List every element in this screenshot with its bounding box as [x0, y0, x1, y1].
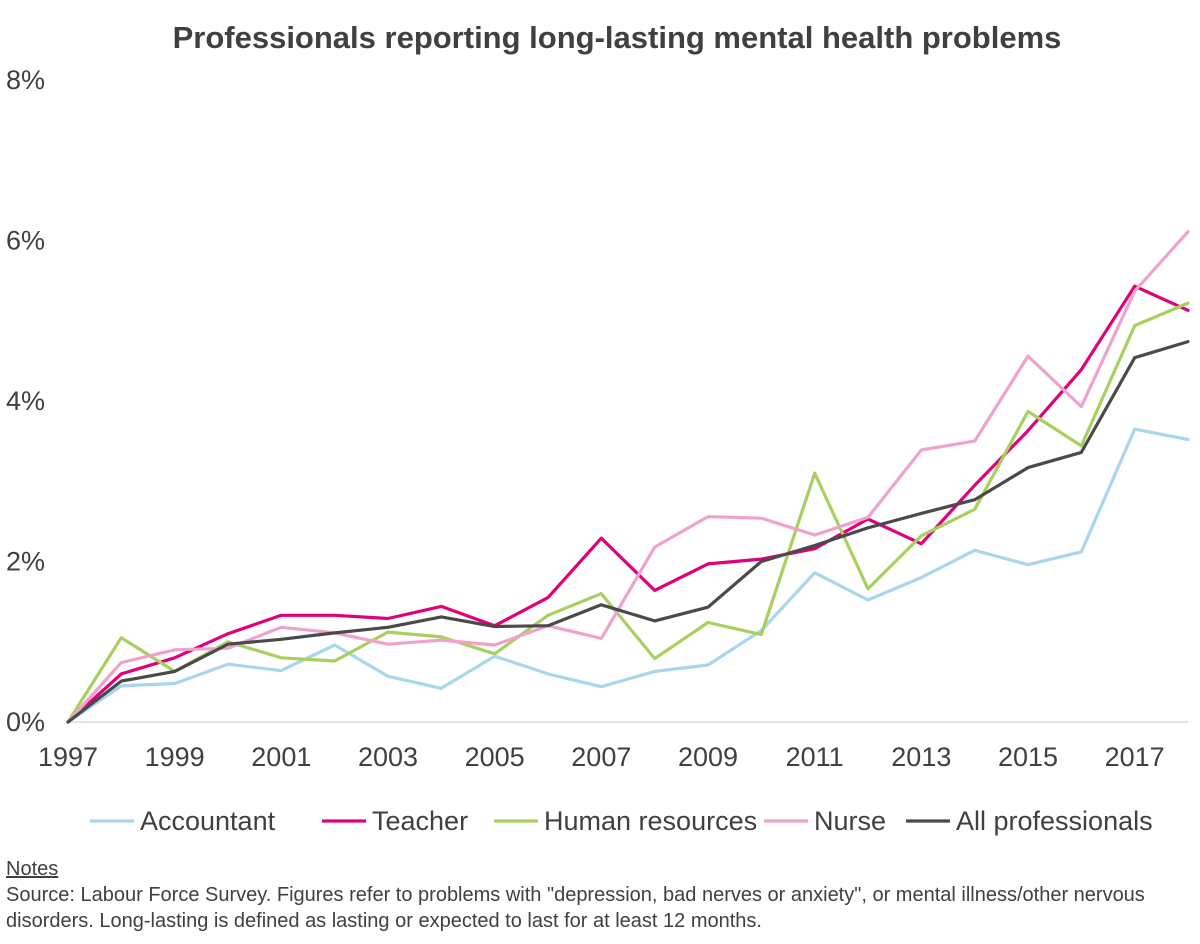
x-tick-label: 2015: [998, 742, 1058, 772]
x-tick-label: 2011: [786, 742, 844, 772]
notes-title: Notes: [6, 858, 59, 880]
legend-label-all-professionals: All professionals: [956, 806, 1153, 836]
series-line-human-resources: [66, 301, 1190, 724]
y-tick-label: 8%: [6, 65, 45, 95]
x-tick-label: 2001: [251, 742, 311, 772]
x-tick-label: 2003: [358, 742, 418, 772]
notes-text: Source: Labour Force Survey. Figures ref…: [6, 884, 1145, 932]
x-tick-label: 2017: [1105, 742, 1165, 772]
series-lines: [66, 230, 1190, 724]
y-axis-ticks: 0% 2% 4% 6% 8%: [6, 65, 45, 737]
legend-label-accountant: Accountant: [140, 806, 276, 836]
y-tick-label: 4%: [6, 386, 45, 416]
y-tick-label: 2%: [6, 547, 45, 577]
series-line-accountant: [66, 427, 1190, 724]
legend-label-human-resources: Human resources: [544, 806, 757, 836]
y-tick-label: 0%: [6, 707, 45, 737]
x-tick-label: 2009: [678, 742, 738, 772]
legend: Accountant Teacher Human resources Nurse All…: [90, 806, 1153, 836]
series-line-all-professionals: [66, 340, 1190, 724]
notes: Notes Source: Labour Force Survey. Figur…: [6, 856, 1196, 934]
series-line-teacher: [66, 284, 1190, 724]
y-tick-label: 6%: [6, 226, 45, 256]
x-tick-label: 2007: [571, 742, 631, 772]
legend-label-teacher: Teacher: [372, 806, 468, 836]
x-axis-ticks: 1997 1999 2001 2003 2005 2007 2009 2011 2013 2015…: [38, 742, 1165, 772]
x-tick-label: 2013: [891, 742, 951, 772]
chart-title: Professionals reporting long-lasting men…: [173, 20, 1062, 55]
x-tick-label: 1999: [145, 742, 205, 772]
x-tick-label: 1997: [38, 742, 98, 772]
x-tick-label: 2005: [465, 742, 525, 772]
series-line-nurse: [66, 230, 1190, 724]
legend-label-nurse: Nurse: [814, 806, 886, 836]
